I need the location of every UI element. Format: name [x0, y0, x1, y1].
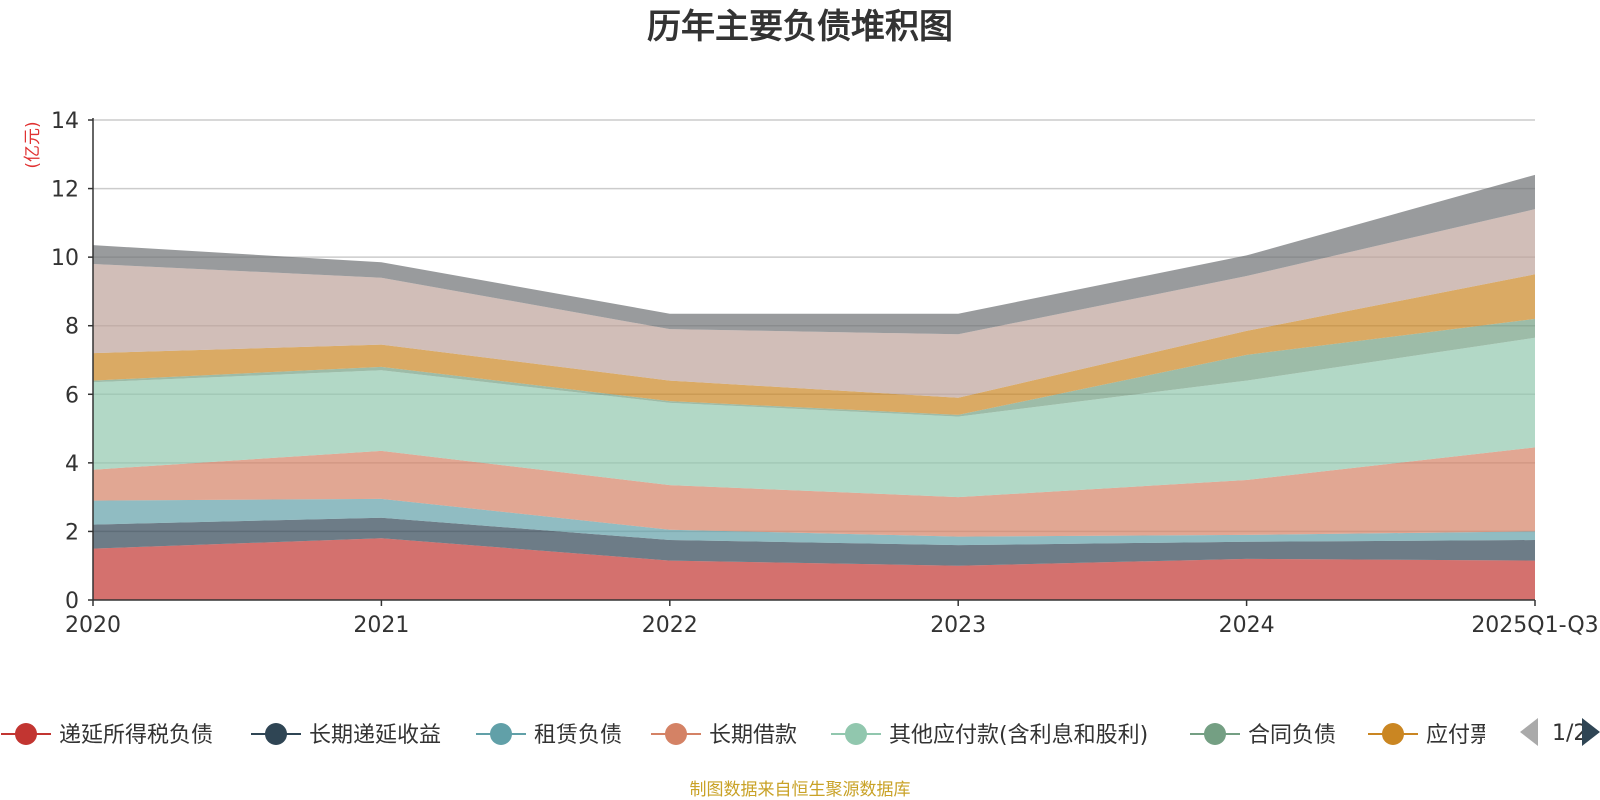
y-tick-label-6: 6 — [65, 383, 79, 408]
legend-marker-5 — [845, 723, 867, 745]
x-tick-labels: 2020 2021 2022 2023 2024 2025Q1-Q3 — [65, 613, 1599, 638]
y-tick-label-12: 12 — [51, 178, 79, 203]
area-series-5 — [93, 337, 1535, 498]
legend-marker-4 — [665, 723, 687, 745]
x-tick-label-4: 2023 — [930, 613, 986, 638]
legend-item-4[interactable]: 长期借款 — [651, 723, 797, 748]
y-tick-label-2: 2 — [65, 520, 79, 545]
legend-label-7: 应付票据 — [1426, 723, 1514, 748]
legend-marker-1 — [15, 723, 37, 745]
source-note: 制图数据来自恒生聚源数据库 — [690, 780, 911, 800]
legend-marker-3 — [490, 723, 512, 745]
axes — [88, 118, 1536, 606]
legend-item-6[interactable]: 合同负债 — [1190, 723, 1336, 748]
y-tick-label-0: 0 — [65, 589, 79, 614]
legend-item-1[interactable]: 递延所得税负债 — [1, 723, 213, 748]
legend-label-1: 递延所得税负债 — [59, 723, 213, 748]
x-tick-label-3: 2022 — [642, 613, 698, 638]
legend-label-4: 长期借款 — [709, 723, 797, 748]
x-tick-label-1: 2020 — [65, 613, 121, 638]
legend-pager[interactable]: 1/2 — [1520, 718, 1600, 746]
legend-item-3[interactable]: 租赁负债 — [476, 723, 622, 748]
area-series-8 — [93, 209, 1535, 398]
legend-next-page-icon[interactable] — [1582, 718, 1600, 746]
legend-marker-7 — [1382, 723, 1404, 745]
area-series-group — [93, 174, 1535, 600]
y-axis-unit-label: (亿元) — [23, 121, 43, 168]
y-tick-labels: 0 2 4 6 8 10 12 14 — [51, 109, 79, 614]
legend-item-2[interactable]: 长期递延收益 — [251, 723, 441, 748]
legend-prev-page-icon[interactable] — [1520, 718, 1538, 746]
legend-label-5: 其他应付款(含利息和股利) — [889, 723, 1148, 748]
area-series-1 — [93, 538, 1535, 600]
area-series-3 — [93, 498, 1535, 546]
legend-marker-2 — [265, 723, 287, 745]
legend-marker-6 — [1204, 723, 1226, 745]
area-series-7 — [93, 274, 1535, 415]
x-tick-label-2: 2021 — [353, 613, 409, 638]
area-series-6 — [93, 318, 1535, 417]
legend-label-2: 长期递延收益 — [309, 723, 441, 748]
legend-label-6: 合同负债 — [1248, 723, 1336, 748]
x-tick-label-5: 2024 — [1219, 613, 1275, 638]
legend-label-3: 租赁负债 — [534, 723, 622, 748]
legend: 递延所得税负债 长期递延收益 租赁负债 长期借款 其他应付款(含利息和股利) 合同负债 应付… — [1, 723, 1514, 748]
x-tick-label-6: 2025Q1-Q3 — [1471, 613, 1598, 638]
legend-page-indicator: 1/2 — [1552, 721, 1587, 746]
y-tick-label-8: 8 — [65, 315, 79, 340]
y-tick-label-14: 14 — [51, 109, 79, 134]
y-tick-label-10: 10 — [51, 246, 79, 271]
chart-title: 历年主要负债堆积图 — [647, 7, 953, 47]
area-series-4 — [93, 447, 1535, 537]
legend-item-7[interactable]: 应付票据 — [1368, 723, 1514, 748]
area-series-2 — [93, 517, 1535, 566]
y-tick-label-4: 4 — [65, 452, 79, 477]
legend-item-5[interactable]: 其他应付款(含利息和股利) — [831, 723, 1148, 748]
